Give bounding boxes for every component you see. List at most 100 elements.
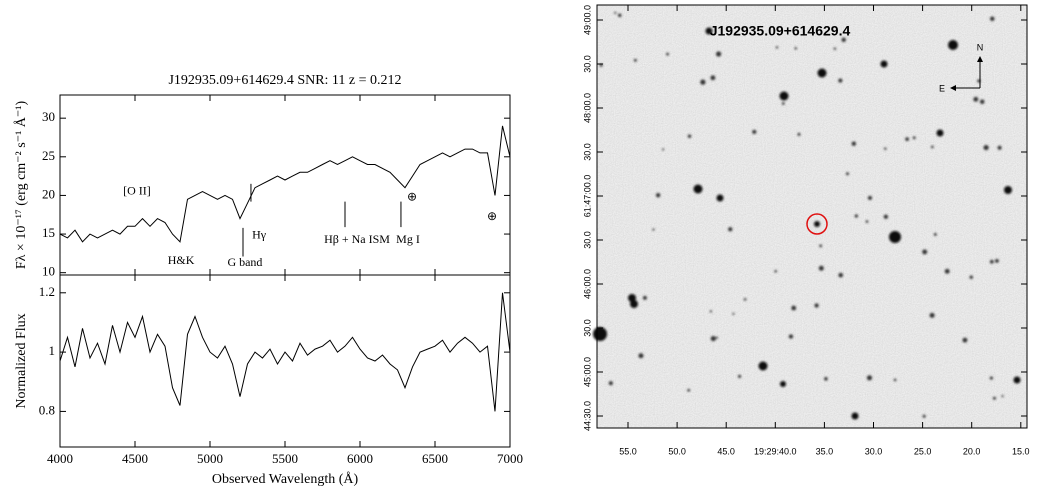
- sky-background: [597, 5, 1027, 428]
- y-tick-label: 1: [49, 343, 56, 358]
- x-tick-label: 4500: [122, 451, 148, 466]
- star: [851, 141, 856, 146]
- image-x-tick-label: 20.0: [963, 446, 981, 456]
- image-title: J192935.09+614629.4: [710, 23, 851, 39]
- star: [893, 378, 897, 382]
- star: [818, 265, 824, 271]
- star: [728, 227, 733, 232]
- star: [791, 305, 797, 311]
- image-x-tick-label: 30.0: [865, 446, 883, 456]
- annotation: Hβ + Na ISM: [324, 232, 390, 246]
- star: [633, 58, 637, 62]
- north-arrowhead: [977, 56, 983, 62]
- bright-star: [758, 361, 768, 371]
- star: [618, 13, 622, 18]
- bright-star: [630, 300, 638, 308]
- finder-image: N E J192935.09+614629.4: [593, 4, 1028, 429]
- x-tick-label: 5500: [272, 451, 298, 466]
- star: [788, 334, 794, 339]
- star: [652, 228, 655, 231]
- east-label: E: [939, 83, 945, 93]
- star: [989, 259, 994, 264]
- bright-star: [780, 381, 786, 387]
- star: [846, 172, 849, 176]
- annotation: G band: [227, 255, 262, 269]
- star: [983, 145, 989, 151]
- star: [608, 381, 613, 386]
- star: [969, 275, 973, 279]
- star: [997, 145, 1002, 150]
- stars: [593, 11, 1021, 420]
- bright-star: [693, 184, 703, 194]
- star: [933, 232, 937, 236]
- star: [687, 134, 692, 138]
- y-tick-label: 30: [42, 109, 55, 124]
- target-circle: [806, 213, 828, 235]
- annotation: H&K: [168, 253, 195, 267]
- star: [973, 96, 979, 102]
- annotation: Mg I: [396, 232, 420, 246]
- star: [841, 37, 846, 42]
- bright-star: [851, 412, 859, 420]
- star: [1001, 395, 1004, 398]
- star: [655, 193, 661, 198]
- star: [819, 244, 823, 248]
- star: [738, 374, 742, 378]
- y-axis-label: Fλ × 10⁻¹⁷ (erg cm⁻² s⁻¹ Å⁻¹): [13, 101, 29, 270]
- star: [614, 11, 617, 14]
- star: [752, 129, 757, 134]
- star: [700, 79, 706, 85]
- x-tick-label: 7000: [497, 451, 523, 466]
- star: [715, 336, 718, 339]
- y-tick-label: 10: [42, 264, 55, 279]
- image-x-tick-label: 25.0: [914, 446, 932, 456]
- star: [931, 145, 934, 149]
- x-tick-label: 6500: [422, 451, 448, 466]
- spectrum-line: [59, 125, 511, 243]
- star: [709, 310, 713, 313]
- x-axis-label: Observed Wavelength (Å): [212, 471, 359, 487]
- star: [884, 147, 887, 151]
- bright-star: [593, 327, 607, 341]
- y-tick-label: 25: [42, 148, 55, 163]
- image-y-tick-label: 30.0: [582, 319, 592, 337]
- star: [666, 52, 669, 56]
- image-x-tick-label: 45.0: [717, 446, 735, 456]
- image-y-tick-label: 30.0: [582, 143, 592, 161]
- star: [716, 51, 722, 57]
- bright-star: [779, 91, 789, 101]
- image-x-tick-label: 55.0: [619, 446, 637, 456]
- image-y-tick-label: 48:00.0: [582, 93, 592, 123]
- star: [638, 353, 644, 359]
- bright-star: [814, 221, 820, 227]
- star: [922, 414, 926, 418]
- x-tick-label: 6000: [347, 451, 373, 466]
- star: [929, 312, 935, 318]
- bright-star: [1004, 186, 1012, 194]
- annotation: [O II]: [123, 183, 151, 197]
- star: [990, 16, 995, 22]
- star: [838, 78, 843, 83]
- bright-star: [716, 194, 724, 202]
- star: [989, 376, 993, 380]
- star: [922, 249, 928, 255]
- chart-title: J192935.09+614629.4 SNR: 11 z = 0.212: [168, 73, 401, 88]
- image-y-tick-label: 44:30.0: [582, 401, 592, 431]
- y-tick-label: 20: [42, 186, 55, 201]
- annotation: ⊕: [407, 189, 417, 203]
- star: [797, 132, 801, 136]
- star: [944, 268, 950, 274]
- star: [824, 377, 828, 381]
- star: [794, 47, 797, 50]
- star: [865, 220, 869, 223]
- x-tick-label: 4000: [47, 451, 73, 466]
- image-y-tick-label: 30.0: [582, 231, 592, 249]
- image-x-tick-label: 15.0: [1012, 446, 1030, 456]
- star: [912, 136, 916, 140]
- image-y-tick-label: 30.0: [582, 55, 592, 73]
- annotation: Hγ: [252, 227, 267, 241]
- spectrum-line: [59, 292, 511, 412]
- y-axis-label: Normalized Flux: [14, 313, 29, 408]
- star: [710, 335, 716, 342]
